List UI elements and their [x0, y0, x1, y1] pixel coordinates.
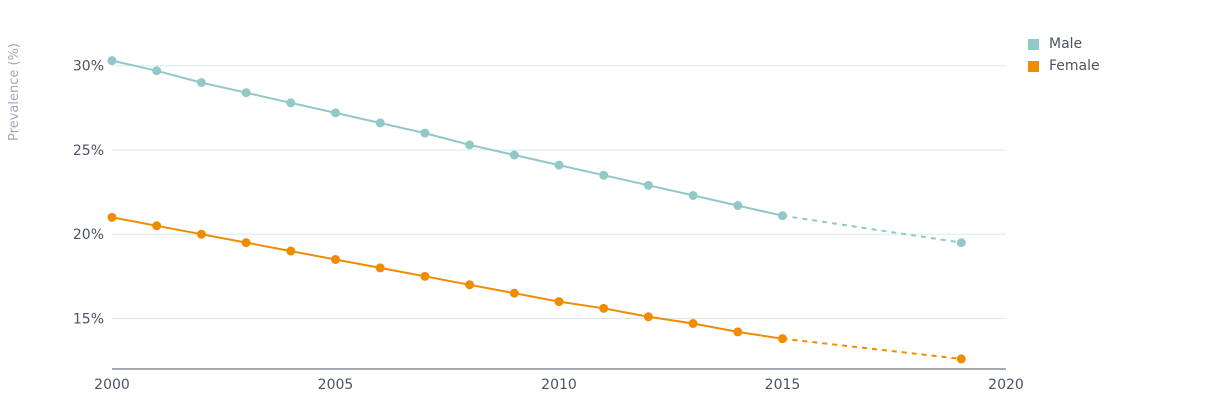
legend-item-male[interactable]: Male	[1028, 33, 1100, 55]
y-tick-label: 30%	[73, 59, 104, 75]
y-axis-label: Prevalence (%)	[7, 43, 22, 141]
x-tick-label: 2015	[765, 377, 801, 393]
series-line-female	[111, 216, 783, 340]
data-point-male	[196, 78, 206, 88]
legend-item-female[interactable]: Female	[1028, 55, 1100, 77]
data-point-female	[107, 212, 117, 222]
data-point-female	[286, 246, 296, 256]
data-point-male	[107, 56, 117, 66]
data-point-male	[152, 66, 162, 76]
data-point-male	[465, 140, 475, 150]
x-tick-label: 2000	[94, 377, 130, 393]
legend-label-female: Female	[1049, 58, 1100, 74]
data-point-male	[241, 88, 251, 98]
data-point-male	[733, 201, 743, 211]
data-point-female	[152, 221, 162, 231]
x-tick-label: 2010	[541, 377, 577, 393]
data-point-male	[643, 180, 653, 190]
data-point-male	[554, 160, 564, 170]
data-point-female	[241, 238, 251, 248]
data-point-female	[688, 319, 698, 329]
data-point-female	[196, 229, 206, 239]
series-line-male	[111, 59, 783, 217]
data-point-male	[420, 128, 430, 138]
legend-swatch-male	[1028, 38, 1039, 50]
series-projection-female	[782, 337, 962, 360]
data-point-female	[509, 288, 519, 298]
data-point-male	[778, 211, 787, 221]
data-point-female	[643, 312, 653, 322]
data-point-female	[331, 254, 340, 264]
data-point-female	[420, 271, 430, 281]
data-point-male	[599, 170, 609, 180]
y-tick-label: 20%	[73, 227, 104, 243]
x-tick-label: 2020	[988, 377, 1024, 393]
data-point-female	[956, 354, 966, 364]
y-tick-label: 15%	[73, 311, 104, 327]
data-point-female	[599, 303, 609, 313]
data-point-female	[778, 334, 787, 344]
data-point-male	[688, 190, 698, 200]
data-point-female	[465, 280, 475, 290]
legend-swatch-female	[1028, 60, 1039, 72]
legend-label-male: Male	[1049, 36, 1083, 52]
data-point-male	[375, 118, 385, 128]
legend: Male Female	[1028, 33, 1100, 77]
data-point-female	[554, 297, 564, 307]
series-projection-male	[782, 214, 962, 244]
x-tick-label: 2005	[318, 377, 354, 393]
y-tick-label: 25%	[73, 143, 104, 159]
data-point-male	[331, 108, 340, 118]
data-point-female	[733, 327, 743, 337]
data-point-male	[956, 238, 966, 248]
data-point-male	[286, 98, 296, 108]
data-point-female	[375, 263, 385, 273]
data-point-male	[509, 150, 519, 160]
